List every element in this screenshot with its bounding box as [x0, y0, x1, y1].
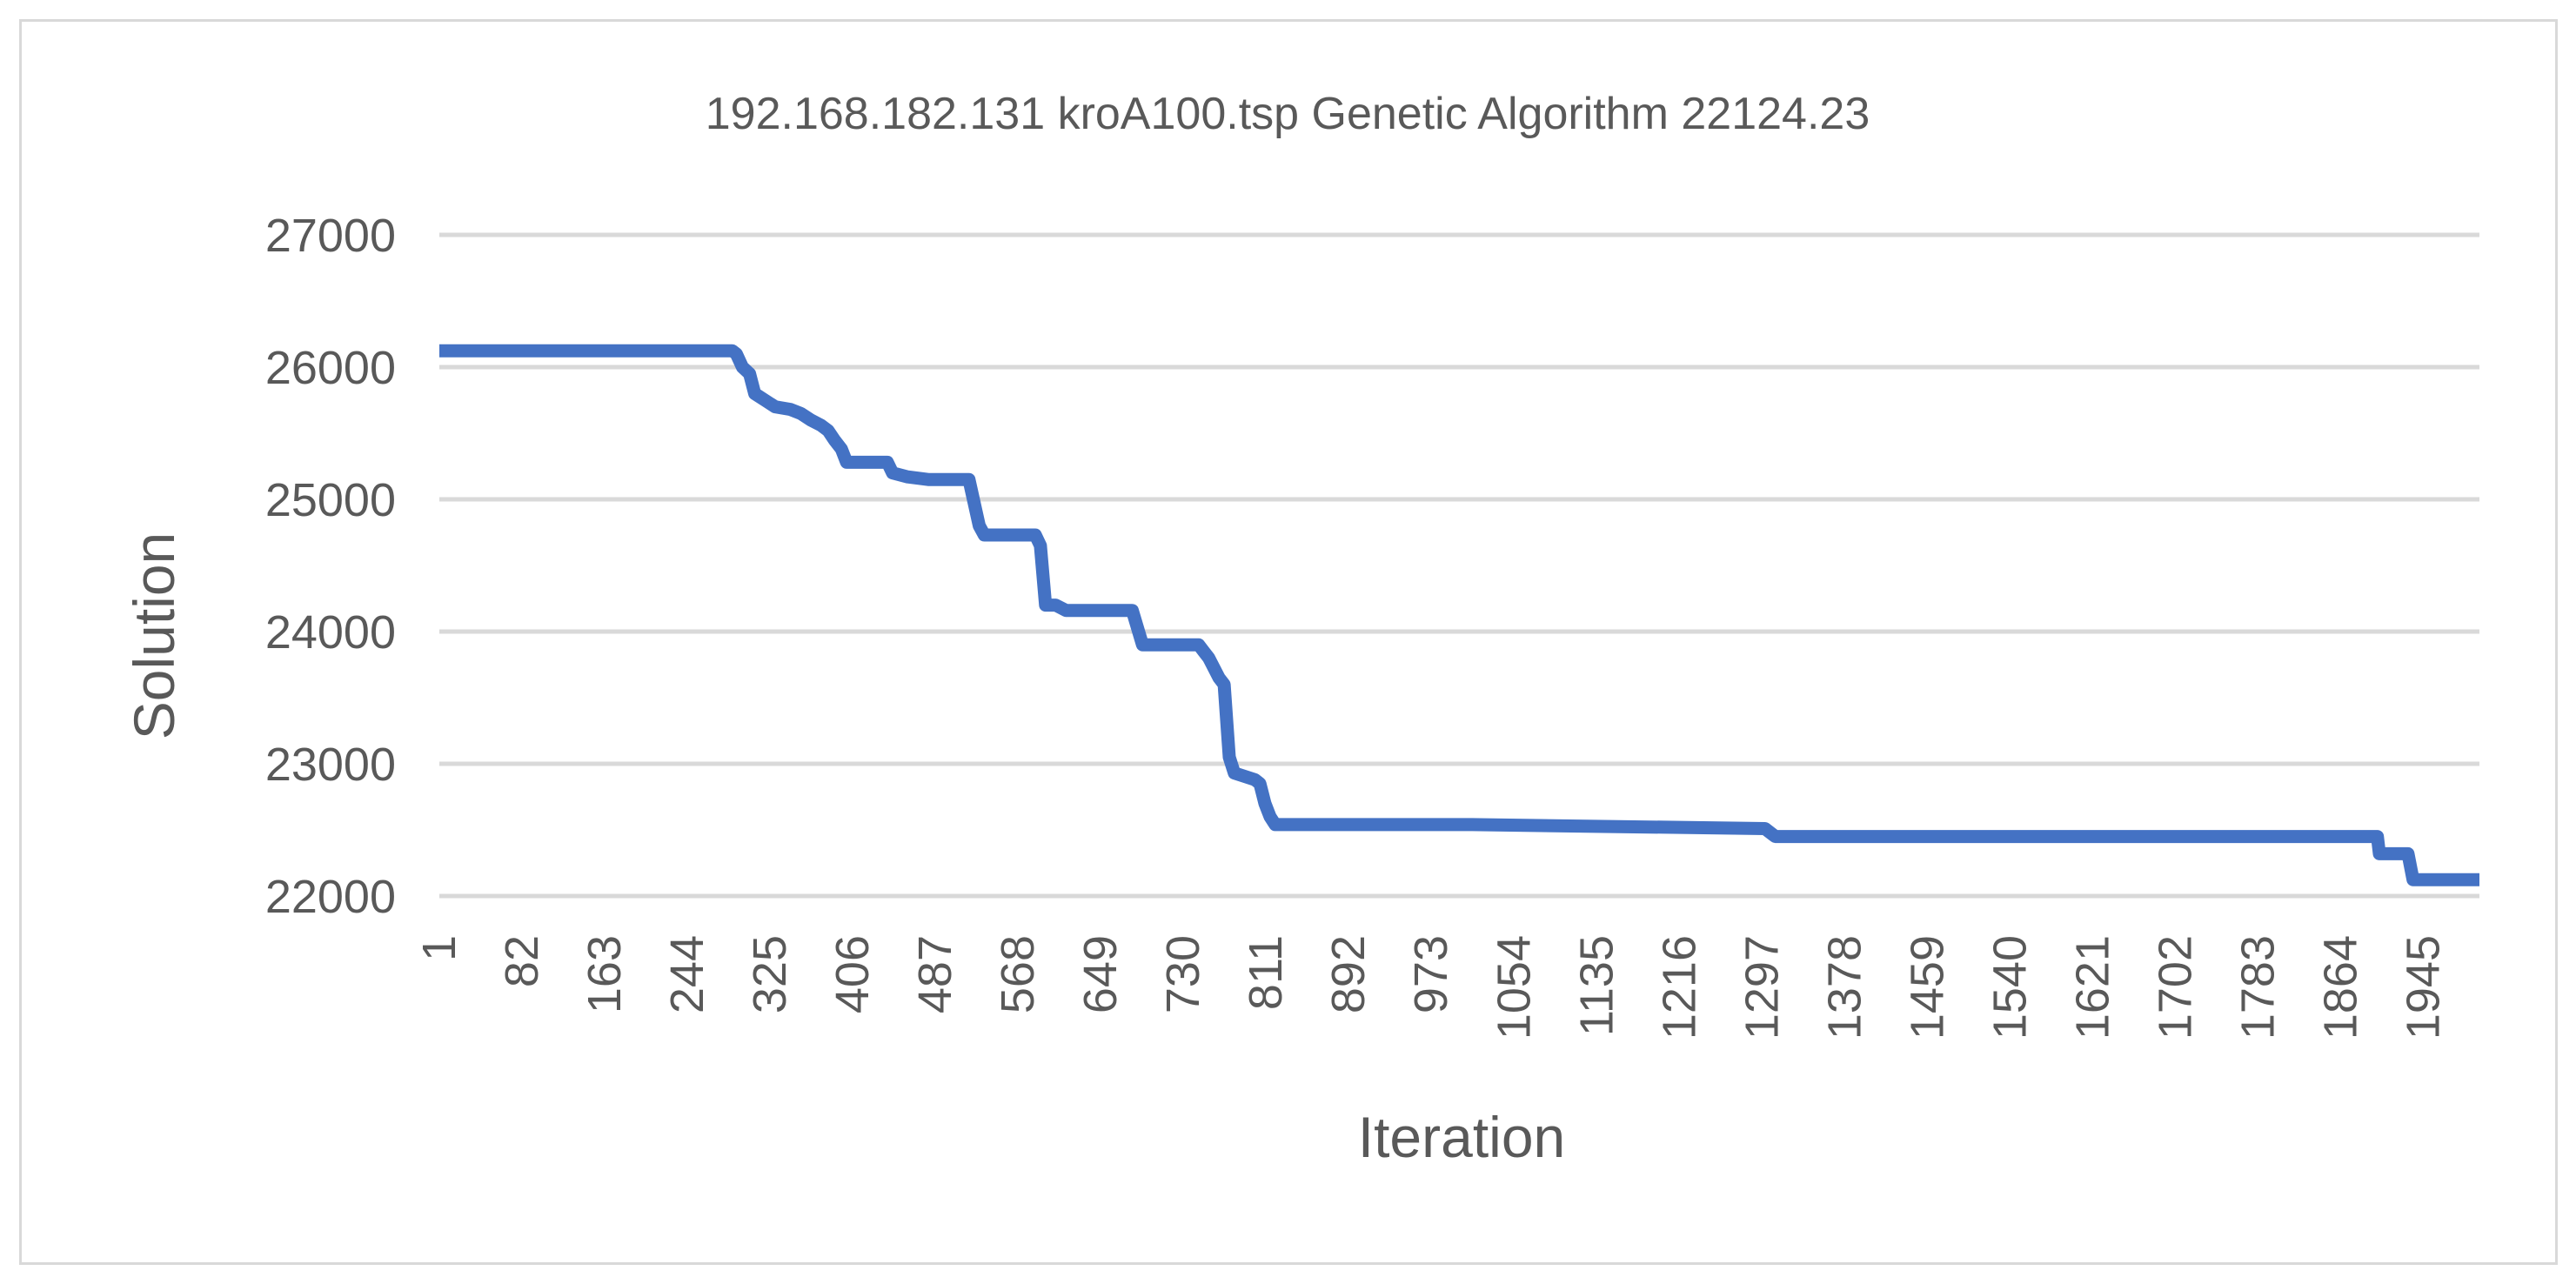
y-axis-title: Solution: [122, 532, 186, 740]
y-tick-label: 25000: [265, 474, 396, 526]
x-tick-label: 1621: [2066, 935, 2118, 1040]
chart-title: 192.168.182.131 kroA100.tsp Genetic Algo…: [706, 89, 1870, 139]
x-tick-label: 1540: [1984, 935, 2036, 1040]
x-tick-label: 811: [1240, 935, 1292, 1010]
x-tick-label: 892: [1322, 935, 1375, 1013]
gridlines: [439, 232, 2479, 899]
x-axis-title: Iteration: [1358, 1105, 1565, 1169]
x-tick-label: 1945: [2397, 935, 2449, 1040]
x-tick-label: 1702: [2149, 935, 2201, 1040]
y-tick-label: 26000: [265, 342, 396, 394]
x-tick-labels: 1 82 163 244 325 406 487 568 649 730 811 892 973 1054…: [413, 935, 2449, 1040]
y-tick-label: 23000: [265, 739, 396, 791]
x-tick-label: 649: [1074, 935, 1127, 1013]
y-tick-label: 27000: [265, 210, 396, 262]
chart-frame: [19, 19, 2558, 1265]
x-tick-label: 406: [826, 935, 879, 1013]
series-line-solution: [439, 344, 2479, 886]
y-tick-label: 24000: [265, 606, 396, 659]
x-tick-label: 1054: [1488, 935, 1540, 1040]
x-tick-label: 1297: [1736, 935, 1788, 1040]
series-layer: [439, 344, 2479, 886]
x-tick-label: 973: [1405, 935, 1457, 1013]
x-tick-label: 730: [1157, 935, 1209, 1013]
x-tick-label: 1378: [1818, 935, 1870, 1040]
y-tick-labels: 22000 23000 24000 25000 26000 27000: [265, 210, 396, 923]
x-tick-label: 325: [744, 935, 796, 1013]
x-tick-label: 1: [413, 935, 465, 961]
x-tick-label: 1864: [2314, 935, 2366, 1040]
x-tick-label: 568: [992, 935, 1044, 1013]
x-tick-label: 163: [579, 935, 631, 1013]
x-tick-label: 1459: [1901, 935, 1953, 1040]
x-tick-label: 1216: [1653, 935, 1705, 1040]
x-tick-label: 82: [496, 935, 548, 987]
y-tick-label: 22000: [265, 871, 396, 923]
x-tick-label: 1135: [1570, 935, 1623, 1036]
x-tick-label: 1783: [2231, 935, 2284, 1040]
x-tick-label: 244: [661, 935, 713, 1013]
x-tick-label: 487: [909, 935, 961, 1013]
